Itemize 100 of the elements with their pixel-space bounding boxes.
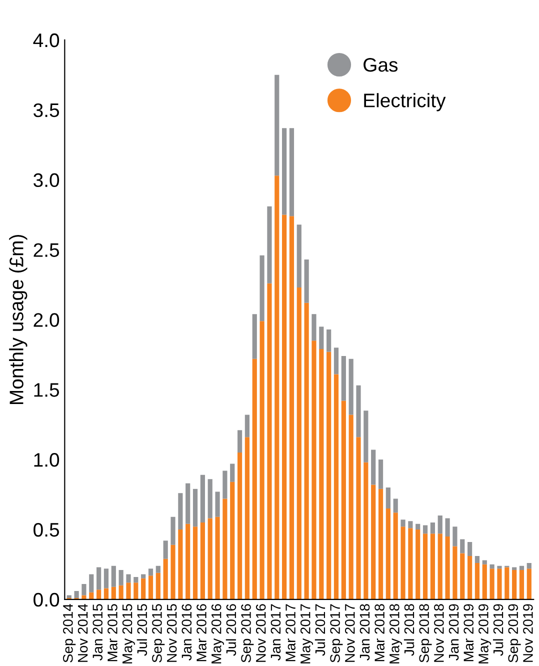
y-tick-label: 1.0	[34, 453, 60, 467]
x-tick-label: Jan 2018	[360, 604, 370, 660]
bar	[186, 483, 190, 524]
x-tick-label: May 2018	[389, 604, 402, 664]
bar	[104, 568, 109, 588]
bar	[416, 524, 420, 530]
bar	[408, 528, 413, 600]
x-tick-label: Sep 2018	[419, 604, 432, 662]
bar	[186, 524, 190, 600]
bar	[526, 563, 532, 569]
bar	[482, 564, 487, 600]
legend-label: Electricity	[364, 93, 446, 112]
bar	[386, 508, 390, 600]
bar	[341, 356, 346, 401]
x-tick-label: Mar 2019	[464, 604, 474, 662]
bar	[134, 582, 138, 600]
bar	[252, 358, 257, 600]
bar	[230, 464, 235, 482]
bar	[170, 516, 176, 545]
bar	[141, 578, 146, 600]
bar	[215, 516, 220, 600]
x-tick-label: Nov 2019	[523, 604, 533, 662]
bar	[237, 452, 242, 600]
bar	[400, 520, 406, 527]
bar	[356, 437, 361, 600]
bar	[222, 470, 228, 499]
bar	[438, 515, 442, 534]
bar	[312, 340, 316, 600]
bar	[208, 479, 212, 518]
bar	[96, 567, 102, 590]
x-tick-label: Sep 2015	[152, 604, 165, 662]
y-tick-label: 0.5	[34, 522, 60, 537]
bar	[334, 348, 339, 374]
bar	[452, 546, 458, 600]
bar	[445, 518, 450, 536]
x-tick-label: Nov 2017	[344, 604, 355, 662]
bar	[341, 400, 346, 600]
x-tick-label: Jul 2018	[404, 604, 414, 656]
x-tick-label: Mar 2018	[374, 604, 384, 662]
bar	[163, 540, 168, 559]
x-tick-label: Nov 2018	[434, 604, 444, 662]
bar	[438, 534, 442, 600]
bar	[178, 493, 183, 530]
bar	[192, 526, 198, 600]
bar	[244, 437, 250, 600]
bar	[393, 512, 398, 600]
bar	[504, 567, 510, 600]
bar	[104, 588, 109, 600]
bar	[304, 302, 309, 600]
bar	[371, 450, 376, 485]
x-tick-label: Sep 2017	[330, 604, 343, 662]
bar	[497, 566, 502, 569]
bar	[386, 488, 390, 508]
x-tick-label: May 2019	[478, 604, 492, 664]
x-tick-label: May 2016	[211, 604, 224, 664]
y-tick-label: 2.5	[34, 243, 60, 257]
y-tick-label: 1.5	[34, 383, 60, 397]
y-tick-label: 3.0	[34, 173, 60, 188]
bar	[474, 563, 480, 600]
bar	[274, 74, 280, 176]
bar	[178, 529, 183, 600]
bar	[497, 568, 502, 600]
y-tick-label: 0.0	[34, 592, 60, 607]
bar	[326, 352, 332, 600]
bar	[378, 460, 384, 489]
bar	[482, 560, 487, 564]
bar	[393, 498, 398, 513]
bar	[126, 582, 131, 600]
bar	[468, 556, 472, 600]
bar	[526, 568, 532, 600]
bar	[126, 574, 131, 583]
bar	[156, 566, 160, 573]
bar	[364, 462, 368, 600]
bar	[134, 577, 138, 583]
bar	[422, 525, 428, 534]
bar	[111, 566, 116, 587]
bar	[400, 526, 406, 600]
bar	[512, 567, 517, 570]
x-tick-label: Mar 2017	[286, 604, 296, 662]
bar	[468, 542, 472, 556]
bar	[282, 214, 287, 600]
bar	[348, 358, 354, 415]
bar	[474, 556, 480, 564]
bar	[289, 128, 294, 216]
y-tick-label: 2.0	[34, 313, 60, 327]
bar	[371, 484, 376, 600]
bar	[296, 224, 302, 288]
x-tick-label: Sep 2016	[241, 604, 254, 662]
x-tick-label: Sep 2014	[63, 604, 76, 662]
x-tick-label: Jan 2015	[92, 604, 103, 660]
bar	[319, 349, 324, 600]
bar	[356, 385, 361, 438]
y-tick-label: 3.5	[34, 103, 60, 118]
bar	[460, 553, 465, 600]
x-tick-label: Sep 2019	[508, 604, 521, 662]
bar	[282, 128, 287, 215]
bar	[260, 321, 264, 600]
bar	[452, 526, 458, 546]
x-tick-label: Jan 2019	[448, 604, 459, 660]
y-axis-title: Monthly usage (£m)	[9, 234, 28, 404]
